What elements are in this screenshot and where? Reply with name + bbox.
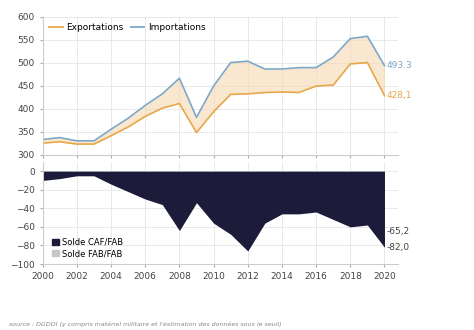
Legend: Exportations, Importations: Exportations, Importations (47, 21, 207, 34)
Text: -82,0: -82,0 (387, 243, 410, 252)
Text: -65,2: -65,2 (387, 227, 410, 236)
Text: 493.3: 493.3 (387, 61, 413, 70)
Text: source : DGDDI (y compris matériel militaire et l'estimation des données sous le: source : DGDDI (y compris matériel milit… (9, 321, 282, 327)
Legend: Solde CAF/FAB, Solde FAB/FAB: Solde CAF/FAB, Solde FAB/FAB (50, 236, 125, 260)
Text: 428,1: 428,1 (387, 91, 412, 100)
